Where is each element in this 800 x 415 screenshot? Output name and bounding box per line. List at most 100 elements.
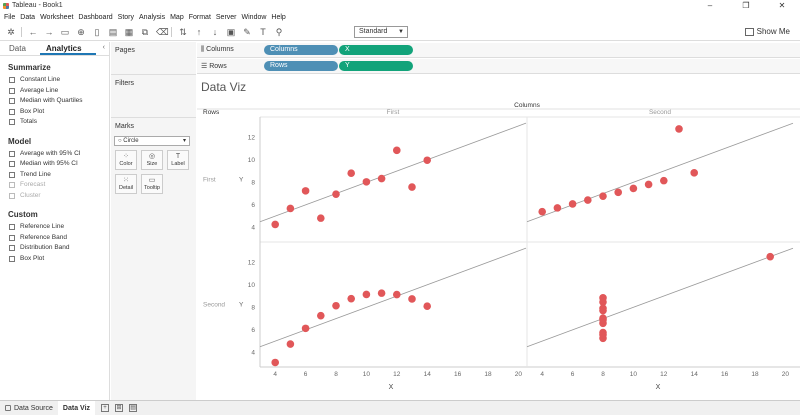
x-tick-label: 8 bbox=[601, 371, 605, 378]
data-point bbox=[393, 146, 401, 155]
detail-button[interactable]: ⁙ Detail bbox=[115, 174, 137, 194]
label-button[interactable]: T Label bbox=[167, 150, 189, 170]
tooltip-button[interactable]: ▭ Tooltip bbox=[141, 174, 163, 194]
new-worksheet-icon[interactable]: ▦ bbox=[124, 27, 134, 37]
x-tick-label: 6 bbox=[571, 371, 575, 378]
analytics-item-icon bbox=[9, 245, 15, 252]
analytics-item[interactable]: Totals bbox=[9, 117, 109, 128]
pages-card[interactable]: Pages bbox=[111, 42, 196, 75]
menu-file[interactable]: File bbox=[4, 14, 16, 21]
menu-dashboard[interactable]: Dashboard bbox=[78, 14, 113, 21]
new-worksheet-icon[interactable]: + bbox=[101, 404, 110, 412]
fix-axes-icon[interactable]: ⚲ bbox=[275, 27, 283, 37]
chevron-down-icon: ▼ bbox=[398, 29, 404, 35]
filters-card[interactable]: Filters bbox=[111, 75, 196, 118]
columns-shelf[interactable]: ⫼ Columns Columns X bbox=[197, 43, 800, 58]
analytics-item-label: Constant Line bbox=[20, 76, 61, 83]
redo-icon[interactable]: → bbox=[44, 27, 54, 37]
row-label: First bbox=[203, 177, 216, 184]
tableau-logo-icon bbox=[3, 2, 9, 9]
analytics-item[interactable]: Box Plot bbox=[9, 107, 109, 118]
menu-server[interactable]: Server bbox=[215, 14, 237, 21]
analytics-item[interactable]: Median with 95% CI bbox=[9, 159, 109, 170]
scatter-matrix-chart[interactable]: Columns Rows First Second First Y Second Y 4 6 8 10… bbox=[197, 74, 800, 400]
data-point bbox=[393, 290, 401, 299]
new-story-icon[interactable]: ▤ bbox=[129, 404, 138, 412]
menu-worksheet[interactable]: Worksheet bbox=[40, 14, 74, 21]
color-button[interactable]: ⁘ Color bbox=[115, 150, 137, 170]
clear-sheet-icon[interactable]: ⌫ bbox=[156, 27, 169, 37]
mark-type-dropdown[interactable]: ○ Circle ▾ bbox=[114, 136, 190, 146]
new-data-source-icon[interactable]: ⊕ bbox=[77, 27, 85, 37]
toolbar-divider bbox=[171, 27, 172, 37]
tab-analytics[interactable]: Analytics bbox=[40, 42, 96, 55]
x-pill[interactable]: X bbox=[339, 45, 413, 55]
columns-pill[interactable]: Columns bbox=[264, 45, 338, 55]
y-axis-title: Y bbox=[239, 177, 244, 184]
minimize-button[interactable]: – bbox=[707, 1, 713, 10]
analytics-item[interactable]: Constant Line bbox=[9, 75, 109, 86]
rows-shelf[interactable]: ☰ Rows Rows Y bbox=[197, 59, 800, 74]
group-icon[interactable]: ▣ bbox=[226, 27, 236, 37]
sheet-tabs-bar: Data Source Data Viz + ⊞ ▤ bbox=[0, 400, 800, 415]
undo-icon[interactable]: ← bbox=[28, 27, 38, 37]
menu-help[interactable]: Help bbox=[271, 14, 286, 21]
pause-updates-icon[interactable]: ▯ bbox=[94, 27, 100, 37]
new-dashboard-icon[interactable]: ⊞ bbox=[115, 404, 124, 412]
duplicate-icon[interactable]: ⧉ bbox=[141, 27, 149, 37]
circle-mark-icon: ○ bbox=[118, 138, 122, 144]
analytics-item[interactable]: Box Plot bbox=[9, 254, 109, 265]
pane-tabs: Data Analytics ‹ bbox=[0, 42, 109, 56]
tab-data[interactable]: Data bbox=[9, 44, 26, 53]
menu-map[interactable]: Map bbox=[170, 14, 184, 21]
labels-icon[interactable]: T bbox=[260, 27, 266, 37]
analytics-item[interactable]: Average Line bbox=[9, 86, 109, 97]
sort-descending-icon[interactable]: ↓ bbox=[212, 27, 218, 37]
save-icon[interactable]: ▭ bbox=[60, 27, 70, 37]
tableau-home-icon[interactable]: ✲ bbox=[7, 27, 15, 37]
analytics-item[interactable]: Trend Line bbox=[9, 170, 109, 181]
sheet-title: Data Viz bbox=[201, 80, 247, 94]
analytics-item[interactable]: Median with Quartiles bbox=[9, 96, 109, 107]
fit-value: Standard bbox=[359, 28, 388, 35]
section-title: Custom bbox=[8, 210, 38, 219]
x-tick-label: 8 bbox=[334, 371, 338, 378]
sheet-tab-data-viz[interactable]: Data Viz bbox=[57, 400, 96, 415]
close-button[interactable]: ✕ bbox=[778, 1, 786, 10]
analytics-item-icon bbox=[9, 171, 15, 178]
y-pill[interactable]: Y bbox=[339, 61, 413, 71]
run-update-icon[interactable]: ▤ bbox=[108, 27, 118, 37]
size-button[interactable]: ◎ Size bbox=[141, 150, 163, 170]
detail-icon: ⁙ bbox=[123, 177, 129, 184]
analytics-item[interactable]: Reference Line bbox=[9, 222, 109, 233]
fit-dropdown[interactable]: Standard ▼ bbox=[354, 26, 408, 38]
swap-icon[interactable]: ⇅ bbox=[179, 27, 187, 37]
show-me-button[interactable]: Show Me bbox=[744, 27, 790, 36]
column-label: First bbox=[387, 109, 400, 116]
row-label: Second bbox=[203, 302, 225, 309]
rows-pill[interactable]: Rows bbox=[264, 61, 338, 71]
data-source-tab[interactable]: Data Source bbox=[0, 401, 58, 415]
row-header: Rows bbox=[203, 109, 220, 116]
label-label: Label bbox=[171, 161, 185, 167]
x-tick-label: 16 bbox=[454, 371, 462, 378]
section-title: Summarize bbox=[8, 63, 51, 72]
sort-ascending-icon[interactable]: ↑ bbox=[196, 27, 202, 37]
analytics-item[interactable]: Distribution Band bbox=[9, 243, 109, 254]
data-point bbox=[271, 358, 279, 367]
maximize-button[interactable]: ❐ bbox=[742, 1, 750, 10]
menu-analysis[interactable]: Analysis bbox=[139, 14, 166, 21]
menu-window[interactable]: Window bbox=[241, 14, 267, 21]
data-point bbox=[286, 204, 295, 213]
analytics-item[interactable]: Average with 95% CI bbox=[9, 149, 109, 160]
collapse-pane-icon[interactable]: ‹ bbox=[102, 44, 105, 51]
highlight-icon[interactable]: ✎ bbox=[243, 27, 251, 37]
analytics-item[interactable]: Reference Band bbox=[9, 233, 109, 244]
menu-data[interactable]: Data bbox=[20, 14, 36, 21]
analytics-item-label: Reference Band bbox=[20, 233, 67, 241]
menu-story[interactable]: Story bbox=[117, 14, 135, 21]
data-point bbox=[301, 187, 310, 195]
y-tick-label: 6 bbox=[251, 327, 255, 334]
menu-format[interactable]: Format bbox=[188, 14, 211, 21]
x-tick-label: 12 bbox=[660, 371, 668, 378]
